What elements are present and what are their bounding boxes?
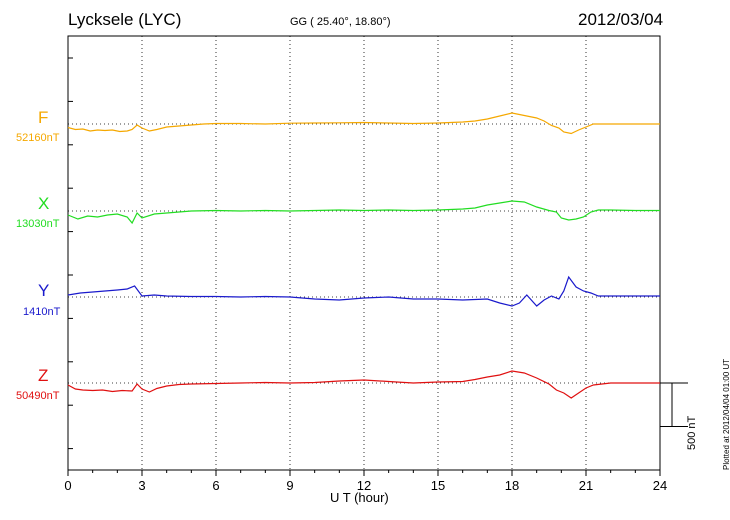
x-tick-label: 15 — [431, 478, 445, 493]
series-line-z — [67, 370, 660, 399]
x-tick-label: 21 — [579, 478, 593, 493]
x-tick-label: 6 — [212, 478, 219, 493]
x-tick-label: 9 — [286, 478, 293, 493]
series-label-z: Z — [38, 366, 49, 385]
series-line-x — [67, 200, 660, 225]
series-label-f: F — [38, 108, 49, 127]
x-tick-label: 12 — [357, 478, 371, 493]
x-tick-label: 3 — [138, 478, 145, 493]
series-baseline-x: 13030nT — [16, 218, 60, 230]
geographic-coordinates: GG ( 25.40°, 18.80°) — [290, 16, 391, 28]
x-axis-label: U T (hour) — [330, 490, 389, 505]
station-title: Lycksele (LYC) — [68, 10, 182, 29]
x-tick-label: 0 — [64, 478, 71, 493]
series-line-y — [67, 275, 660, 307]
x-tick-label: 18 — [505, 478, 519, 493]
series-label-x: X — [38, 194, 50, 213]
series-label-y: Y — [38, 281, 50, 300]
series-baseline-z: 50490nT — [16, 390, 60, 402]
series-baseline-f: 52160nT — [16, 132, 60, 144]
chart-date: 2012/03/04 — [578, 10, 664, 29]
x-tick-label: 24 — [653, 478, 667, 493]
series-baseline-y: 1410nT — [23, 306, 61, 318]
series-line-f — [67, 112, 660, 135]
